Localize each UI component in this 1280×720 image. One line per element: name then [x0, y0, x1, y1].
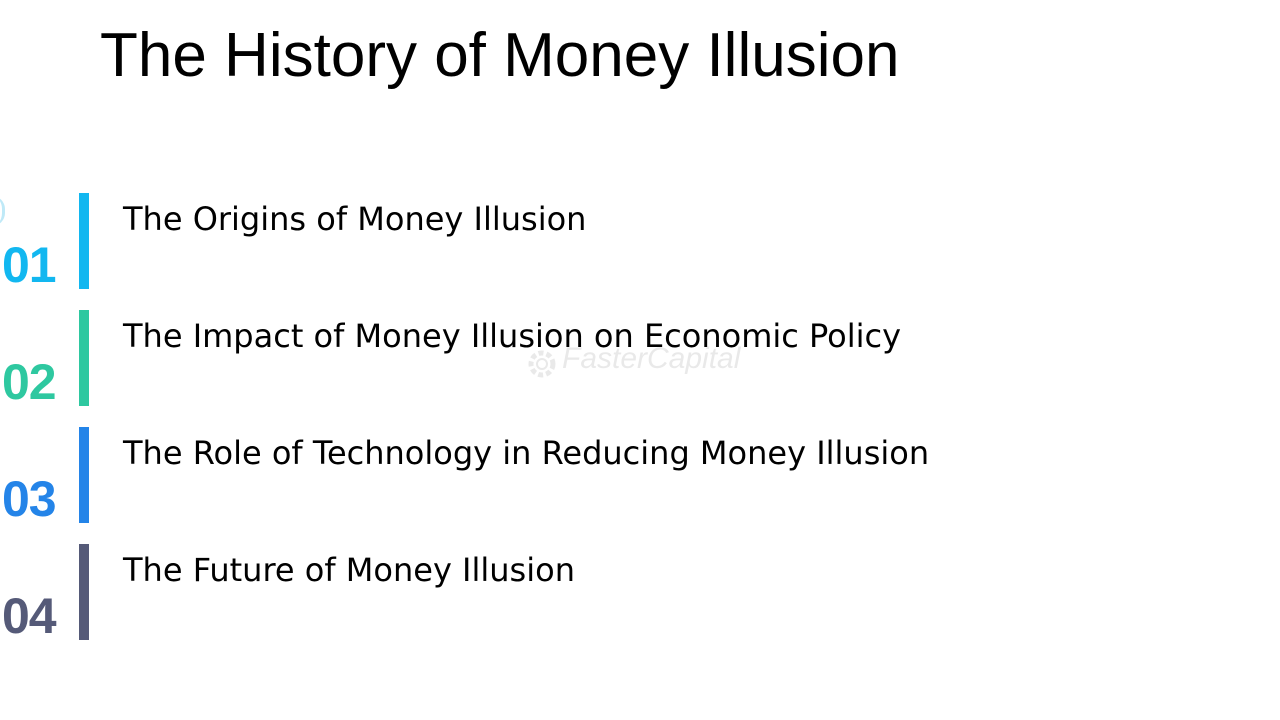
list-item-2: 02 The Impact of Money Illusion on Econo…	[0, 310, 1000, 408]
item-accent-bar-1	[79, 193, 89, 289]
item-number-2: 02	[2, 354, 57, 410]
item-number-3: 03	[2, 471, 57, 527]
item-label-3: The Role of Technology in Reducing Money…	[123, 434, 930, 472]
list-item-4: 04 The Future of Money Illusion	[0, 544, 1000, 642]
list-item-3: 03 The Role of Technology in Reducing Mo…	[0, 427, 1000, 525]
item-accent-bar-3	[79, 427, 89, 523]
slide-title: The History of Money Illusion	[100, 21, 900, 90]
watermark: FasterCapital	[522, 340, 762, 384]
item-label-4: The Future of Money Illusion	[123, 551, 575, 589]
item-label-2: The Impact of Money Illusion on Economic…	[123, 317, 902, 355]
decorative-arc	[0, 196, 5, 226]
item-number-4: 04	[2, 588, 57, 644]
gear-icon	[528, 350, 556, 378]
item-accent-bar-2	[79, 310, 89, 406]
item-number-1: 01	[2, 237, 57, 293]
item-accent-bar-4	[79, 544, 89, 640]
watermark-text: FasterCapital	[562, 342, 741, 375]
list-item-1: 01 The Origins of Money Illusion	[0, 193, 1000, 291]
item-label-1: The Origins of Money Illusion	[123, 200, 587, 238]
